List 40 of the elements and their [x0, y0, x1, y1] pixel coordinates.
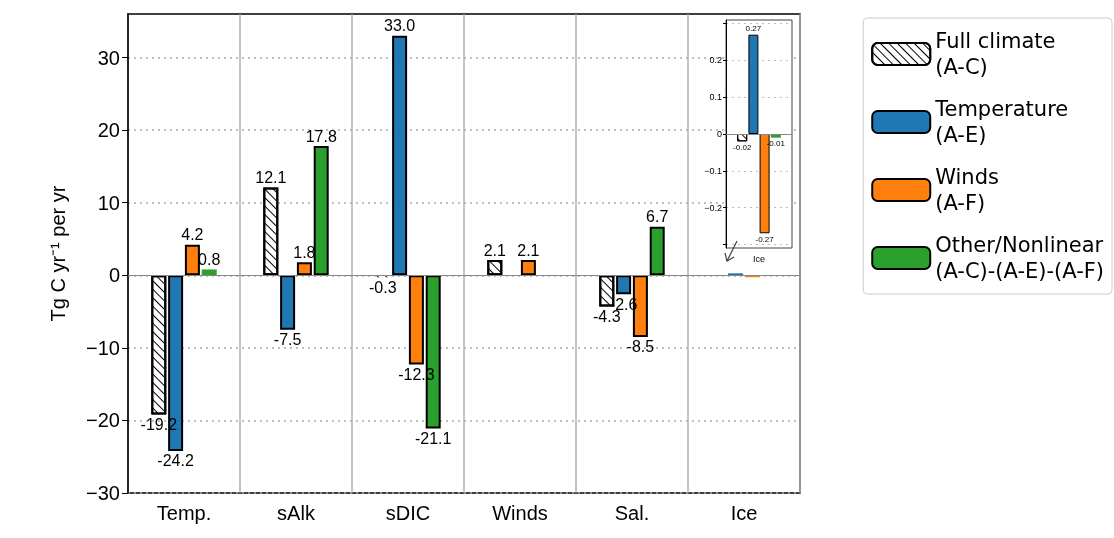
data-label: 17.8 [305, 127, 337, 145]
y-tick-label: 0 [108, 264, 120, 287]
data-label: 1.8 [293, 243, 316, 261]
y-tick-label: 10 [97, 191, 120, 214]
x-tick-label: Ice [752, 253, 766, 264]
y-tick-label: −20 [86, 409, 120, 432]
x-tick-label: sAlk [277, 502, 316, 524]
x-tick-label: Ice [730, 502, 758, 524]
y-tick-label: 0.1 [709, 92, 722, 103]
legend-label: Temperature (A-E) [934, 97, 1069, 147]
y-tick-label: −0.1 [704, 165, 722, 176]
data-label: 4.2 [181, 226, 204, 244]
data-label: 2.1 [483, 241, 507, 259]
y-tick-label: 0.2 [709, 55, 722, 66]
data-label: -0.27 [755, 234, 775, 244]
x-tick-label: Temp. [156, 502, 212, 524]
x-tick-label: Winds [492, 502, 548, 524]
x-tick-label: sDIC [385, 502, 431, 524]
data-label: -21.1 [414, 429, 452, 447]
y-tick-label: 30 [97, 46, 120, 69]
legend-label: Winds (A-F) [935, 165, 999, 215]
data-label: -24.2 [157, 452, 194, 470]
data-label: 2.1 [517, 241, 540, 259]
x-tick-label: Sal. [614, 502, 650, 524]
data-label: -8.5 [626, 338, 655, 356]
y-tick-label: −0.2 [704, 202, 722, 213]
y-axis-title: Tg C yr⁻¹ per yr [47, 185, 69, 322]
data-label: -0.3 [369, 278, 397, 296]
data-label: 6.7 [646, 208, 669, 226]
y-tick-label: 0 [716, 129, 722, 139]
y-tick-label: −10 [86, 336, 120, 359]
data-label: -7.5 [273, 331, 302, 349]
data-label: 0.27 [745, 24, 762, 34]
data-label: 33.0 [384, 17, 416, 35]
data-label: -0.02 [733, 142, 752, 152]
y-tick-label: −30 [86, 482, 120, 504]
legend-label: Full climate (A-C) [935, 29, 1056, 79]
y-tick-label: 20 [97, 119, 120, 142]
legend-label: Other/Nonlinear (A-C)-(A-E)-(A-F) [935, 233, 1105, 283]
data-label: 12.1 [255, 168, 287, 186]
